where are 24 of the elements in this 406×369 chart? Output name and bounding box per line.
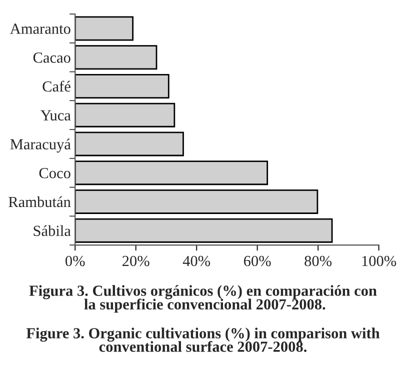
bar <box>75 189 318 214</box>
y-tick-label: Sábila <box>34 225 71 236</box>
bar <box>75 74 170 98</box>
y-tick-label: Rambután <box>8 196 71 208</box>
bar <box>75 160 268 186</box>
x-tick-label: 60% <box>244 256 271 266</box>
y-tick-label: Maracuyá <box>10 138 71 153</box>
bar <box>75 102 176 128</box>
y-tick-label: Café <box>42 80 70 92</box>
bar <box>75 16 134 41</box>
text: Figura 3. Cultivos orgánicos (%) en comparación con la superficie convencional 2007-2008. <box>29 285 377 313</box>
x-tick-label: 0% <box>66 256 85 266</box>
y-tick-label: Yuca <box>40 110 71 121</box>
caption: Figure 3. Organic cultivations (%) in comparison with conventional surface 2007-2008. <box>26 328 380 352</box>
x-tick-label: 20% <box>122 256 150 266</box>
bar <box>75 45 158 70</box>
x-tick-label: 40% <box>182 256 210 266</box>
y-tick-label: Amaranto <box>10 24 70 34</box>
bar <box>75 132 184 156</box>
x-tick-label: 80% <box>304 256 332 266</box>
bar <box>75 218 333 243</box>
x-tick-label: 100% <box>362 256 396 266</box>
y-tick-label: Cacao <box>33 52 70 63</box>
y-tick-label: Coco <box>39 168 70 178</box>
